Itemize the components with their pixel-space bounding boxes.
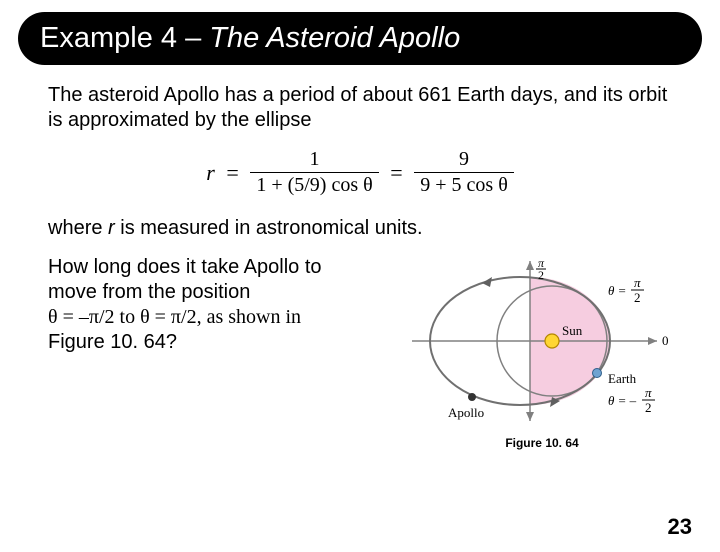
title-prefix: Example 4 – xyxy=(40,22,209,54)
figure-box: Sun Earth Apollo 0 θ = π 2 θ = – π 2 xyxy=(412,255,672,451)
question-text: How long does it take Apollo to move fro… xyxy=(48,255,394,355)
question-row: How long does it take Apollo to move fro… xyxy=(48,255,672,451)
zero-label: 0 xyxy=(662,333,669,348)
q-line-2: move from the position xyxy=(48,280,394,305)
body-area: The asteroid Apollo has a period of abou… xyxy=(0,65,720,451)
q-line-4: Figure 10. 64? xyxy=(48,330,394,355)
eq-frac2-den: 9 + 5 cos θ xyxy=(414,172,514,198)
para2-r: r xyxy=(108,217,115,239)
q-line-1: How long does it take Apollo to xyxy=(48,255,394,280)
title-italic: The Asteroid Apollo xyxy=(209,22,460,54)
page-number: 23 xyxy=(668,514,692,540)
theta-top-pi: π xyxy=(634,275,641,290)
axis-top-2: 2 xyxy=(538,268,544,282)
orbit-figure: Sun Earth Apollo 0 θ = π 2 θ = – π 2 xyxy=(412,255,672,425)
q-line-3: θ = –π/2 to θ = π/2, as shown in xyxy=(48,305,394,330)
para2-a: where xyxy=(48,217,108,239)
axis-v-arrow-up xyxy=(526,261,534,270)
orbit-equation: r = 1 1 + (5/9) cos θ = 9 9 + 5 cos θ xyxy=(48,147,672,198)
eq-frac2-num: 9 xyxy=(414,147,514,172)
earth-label: Earth xyxy=(608,371,637,386)
theta-top-eq: θ = xyxy=(608,283,626,298)
theta-bot-eq: θ = – xyxy=(608,393,637,408)
theta-bot-2: 2 xyxy=(645,400,652,415)
eq-equals-1: = xyxy=(220,160,244,185)
sun-marker xyxy=(545,334,559,348)
sun-label: Sun xyxy=(562,323,583,338)
earth-marker xyxy=(593,369,602,378)
intro-paragraph: The asteroid Apollo has a period of abou… xyxy=(48,83,672,133)
eq-frac1-num: 1 xyxy=(250,147,378,172)
eq-frac-2: 9 9 + 5 cos θ xyxy=(414,147,514,198)
apollo-marker xyxy=(468,393,476,401)
title-bar: Example 4 – The Asteroid Apollo xyxy=(18,12,702,65)
eq-equals-2: = xyxy=(384,160,408,185)
figure-caption: Figure 10. 64 xyxy=(412,436,672,451)
para2-b: is measured in astronomical units. xyxy=(115,217,423,239)
units-paragraph: where r is measured in astronomical unit… xyxy=(48,216,672,241)
theta-bot-pi: π xyxy=(645,385,652,400)
eq-frac-1: 1 1 + (5/9) cos θ xyxy=(250,147,378,198)
axis-v-arrow-down xyxy=(526,412,534,421)
theta-top-2: 2 xyxy=(634,290,641,305)
eq-lhs: r xyxy=(206,160,215,185)
eq-frac1-den: 1 + (5/9) cos θ xyxy=(250,172,378,198)
apollo-label: Apollo xyxy=(448,405,484,420)
axis-h-arrow xyxy=(648,337,657,345)
